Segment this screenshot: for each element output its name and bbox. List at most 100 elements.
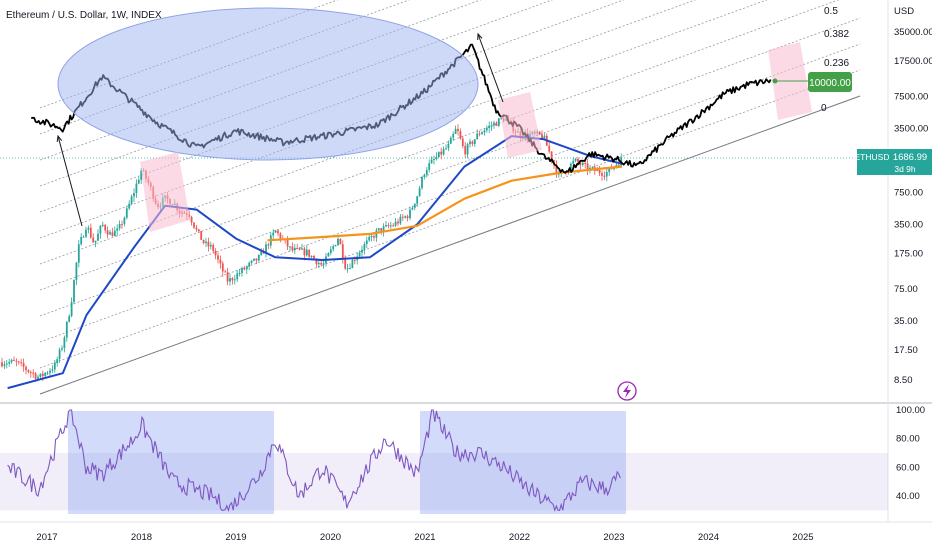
candle [478, 130, 481, 137]
candle [29, 370, 32, 378]
price-tick: 750.00 [894, 188, 923, 199]
candle [339, 238, 342, 245]
candle [113, 226, 116, 237]
rsi-tick: 100.00 [896, 405, 925, 416]
candle [5, 359, 8, 369]
candle [212, 242, 215, 254]
candle [8, 358, 11, 367]
candle [39, 373, 42, 379]
fib-level-0: 0 [821, 103, 827, 114]
candle [27, 369, 30, 374]
time-tick: 2020 [320, 532, 341, 543]
fractal-ellipse [57, 7, 479, 161]
candle [58, 347, 61, 363]
candle [387, 222, 390, 229]
candle [457, 124, 459, 136]
candle [365, 236, 368, 249]
candle [32, 369, 35, 378]
candle [346, 263, 349, 273]
candle [413, 203, 416, 211]
candle [63, 335, 66, 353]
candle [274, 230, 277, 233]
candle [267, 242, 270, 250]
time-tick: 2019 [225, 532, 246, 543]
candle [265, 241, 267, 258]
candle [497, 117, 500, 128]
candle [495, 121, 498, 127]
candle [385, 221, 387, 228]
candle [464, 141, 467, 158]
candle [193, 222, 195, 229]
time-tick: 2023 [603, 532, 624, 543]
rsi-line [7, 409, 621, 513]
candle [104, 223, 107, 234]
candle [313, 254, 315, 259]
candle [435, 152, 438, 161]
candle [217, 252, 219, 264]
candle [231, 276, 234, 285]
candle [22, 358, 25, 372]
fractal-arrow-2017 [56, 134, 83, 227]
candle [603, 171, 606, 181]
lightning-icon[interactable] [617, 381, 637, 401]
candle [442, 146, 445, 156]
candle [80, 233, 83, 246]
candle [334, 244, 337, 247]
time-tick: 2021 [414, 532, 435, 543]
candle [550, 151, 553, 164]
candle [56, 356, 59, 367]
fib-level-0-236: 0.236 [824, 58, 849, 69]
candle [433, 155, 435, 165]
candle [51, 365, 54, 373]
candle [229, 273, 231, 286]
candle [3, 360, 6, 369]
rsi-highlight-1 [68, 411, 274, 514]
candle [245, 265, 248, 275]
top-highlight-2021 [498, 92, 542, 158]
candle [605, 167, 608, 182]
fib-level-0-5: 0.5 [824, 6, 838, 17]
time-tick: 2022 [509, 532, 530, 543]
time-tick: 2017 [36, 532, 57, 543]
candle [248, 261, 251, 270]
candle [99, 224, 102, 239]
candle [190, 215, 193, 226]
candle [135, 179, 138, 198]
candle [70, 297, 73, 318]
candle [15, 358, 18, 367]
candle [459, 128, 462, 140]
target-label[interactable]: 10000.00 [808, 72, 852, 92]
candle [363, 241, 366, 255]
price-tick: 8.50 [894, 375, 913, 386]
candle [349, 263, 351, 270]
candle [82, 235, 85, 238]
rsi-tick: 60.00 [896, 462, 920, 473]
price-tick: 17500.00 [894, 56, 932, 67]
candle [68, 314, 71, 323]
candle [97, 229, 99, 241]
price-tick: 175.00 [894, 249, 923, 260]
price-countdown: 3d 9h [894, 164, 916, 174]
candle [250, 260, 253, 265]
candle [406, 214, 409, 222]
candle [73, 279, 75, 305]
candles [1, 114, 623, 382]
rsi-highlight-2 [420, 411, 626, 514]
candle [241, 266, 243, 277]
rsi-tick: 40.00 [896, 491, 920, 502]
candle [389, 221, 392, 229]
time-axis: 2017 2018 2019 2020 2021 2022 2023 2024 2025 [36, 532, 813, 543]
time-tick: 2024 [698, 532, 719, 543]
candle [214, 248, 217, 260]
candle [121, 220, 123, 229]
time-tick: 2018 [131, 532, 152, 543]
candle [425, 167, 428, 178]
candle [13, 356, 15, 361]
candle [224, 269, 227, 273]
candle [394, 217, 397, 228]
candle [469, 138, 471, 148]
candle [137, 176, 140, 185]
candle [305, 245, 308, 257]
